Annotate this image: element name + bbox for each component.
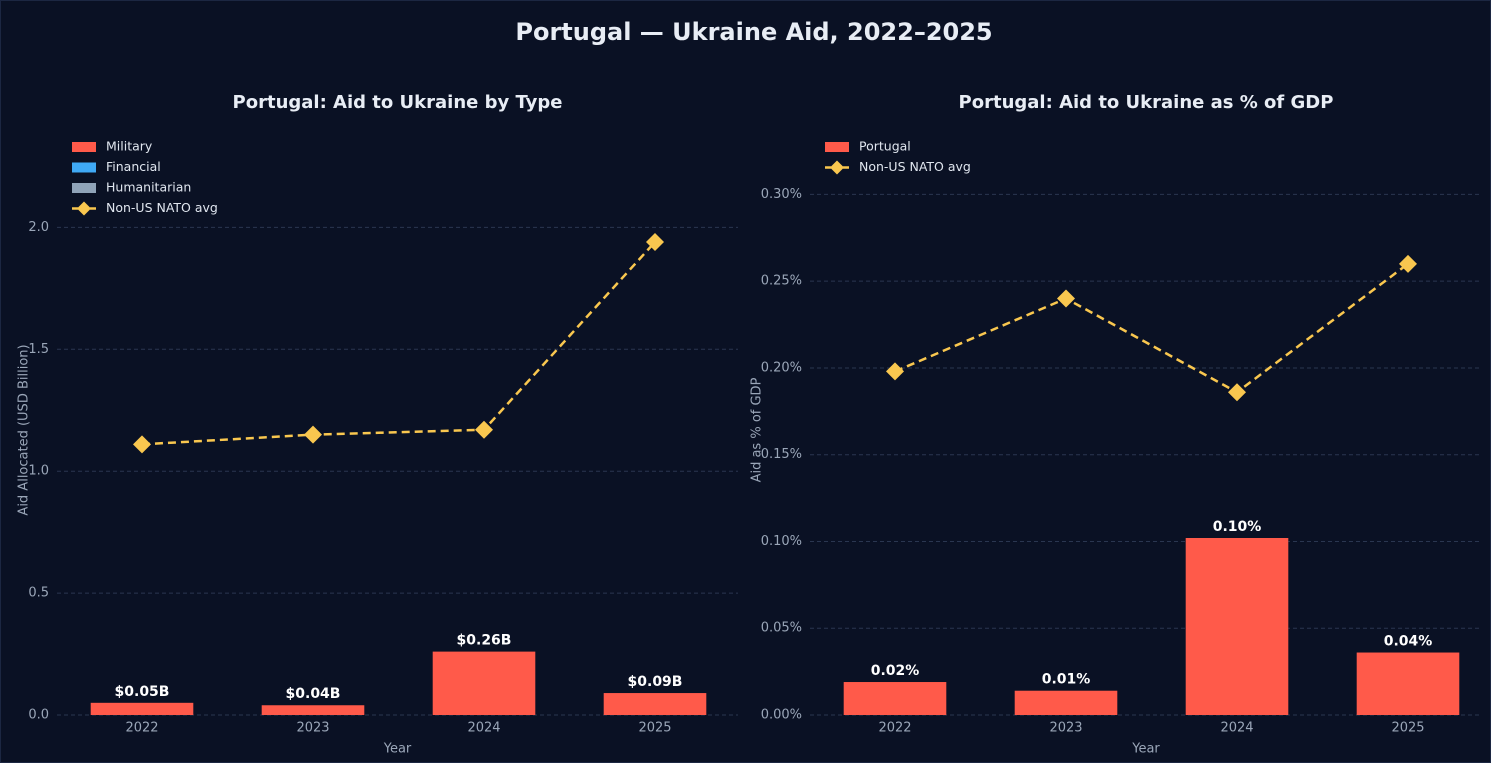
legend-swatch	[825, 142, 849, 152]
x-tick-label: 2025	[638, 721, 671, 736]
marker	[1057, 289, 1075, 308]
legend-swatch	[72, 183, 96, 193]
bar	[603, 693, 707, 715]
x-tick-label: 2022	[125, 721, 158, 736]
y-axis-label: Aid as % of GDP	[750, 377, 765, 482]
bar	[261, 705, 365, 715]
bar	[1356, 652, 1460, 715]
chart-title: Portugal: Aid to Ukraine by Type	[233, 92, 563, 113]
y-tick-label: 0.20%	[761, 360, 802, 375]
legend-marker	[830, 160, 844, 175]
data-label: 0.04%	[1384, 634, 1433, 650]
legend-label: Portugal	[859, 139, 911, 154]
legend-label: Non-US NATO avg	[859, 159, 971, 174]
x-tick-label: 2022	[878, 721, 911, 736]
y-tick-label: 0.15%	[761, 447, 802, 462]
legend-label: Military	[106, 139, 153, 154]
data-label: $0.09B	[628, 674, 683, 690]
legend-label: Humanitarian	[106, 180, 191, 195]
y-tick-label: 0.0	[28, 708, 49, 723]
y-tick-label: 0.5	[28, 586, 49, 601]
x-tick-label: 2023	[1049, 721, 1082, 736]
legend-swatch	[72, 142, 96, 152]
y-tick-label: 0.00%	[761, 708, 802, 723]
line	[141, 241, 656, 446]
bar	[1014, 690, 1118, 715]
marker	[886, 362, 904, 381]
marker	[1399, 254, 1417, 273]
marker	[1228, 383, 1246, 402]
legend-label: Financial	[106, 159, 161, 174]
figure-title: Portugal — Ukraine Aid, 2022–2025	[515, 18, 992, 46]
bar	[432, 651, 536, 715]
x-tick-label: 2024	[467, 721, 500, 736]
chart-title: Portugal: Aid to Ukraine as % of GDP	[959, 92, 1334, 113]
bar	[843, 682, 947, 715]
x-axis-label: Year	[1131, 742, 1160, 757]
line	[894, 262, 1409, 394]
data-label: $0.05B	[115, 684, 170, 700]
bar	[90, 702, 194, 715]
x-tick-label: 2025	[1391, 721, 1424, 736]
y-tick-label: 2.0	[28, 220, 49, 235]
legend-marker	[77, 201, 91, 216]
data-label: 0.10%	[1213, 519, 1262, 535]
y-tick-label: 1.0	[28, 464, 49, 479]
y-tick-label: 0.25%	[761, 274, 802, 289]
marker	[475, 420, 493, 439]
data-label: $0.04B	[286, 686, 341, 702]
y-tick-label: 1.5	[28, 342, 49, 357]
marker	[133, 435, 151, 454]
marker	[304, 425, 322, 444]
y-axis-label: Aid Allocated (USD Billion)	[17, 344, 32, 515]
legend-swatch	[72, 162, 96, 173]
y-tick-label: 0.05%	[761, 621, 802, 636]
x-tick-label: 2024	[1220, 721, 1253, 736]
x-tick-label: 2023	[296, 721, 329, 736]
data-label: 0.01%	[1042, 672, 1091, 688]
legend-label: Non-US NATO avg	[106, 200, 218, 215]
data-label: 0.02%	[871, 663, 920, 679]
y-tick-label: 0.10%	[761, 534, 802, 549]
x-axis-label: Year	[383, 742, 412, 757]
bar	[1185, 538, 1289, 715]
y-tick-label: 0.30%	[761, 187, 802, 202]
marker	[646, 233, 664, 252]
data-label: $0.26B	[457, 633, 512, 649]
